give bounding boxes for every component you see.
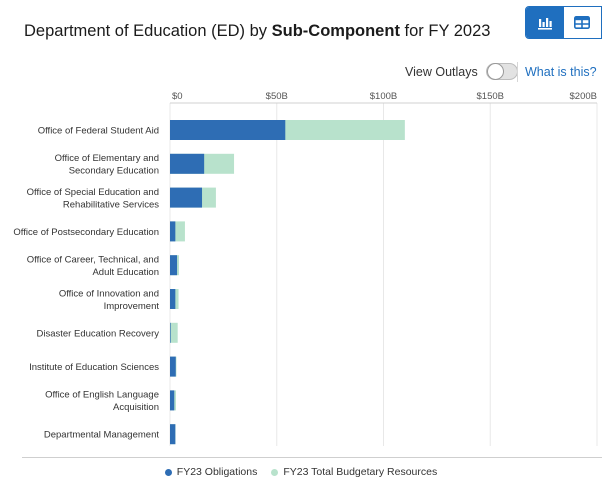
category-label: Departmental Management bbox=[44, 430, 159, 441]
x-tick-label: $0 bbox=[172, 91, 183, 102]
category-label: Office of Career, Technical, and bbox=[27, 254, 159, 265]
bar-chart: $0 $50B $100B $150B $200B Office of Federal S… bbox=[13, 91, 598, 446]
x-tick-label: $200B bbox=[570, 91, 597, 102]
table-view-button[interactable] bbox=[563, 7, 601, 38]
bar-obligations bbox=[170, 187, 203, 208]
legend-label-obligations: FY23 Obligations bbox=[176, 466, 258, 478]
category-label: Improvement bbox=[104, 301, 160, 312]
category-label: Office of Postsecondary Education bbox=[13, 227, 159, 238]
chart-footer-divider bbox=[22, 457, 602, 458]
bar-obligations bbox=[170, 120, 286, 140]
bar-obligations bbox=[170, 322, 171, 343]
x-tick-label: $100B bbox=[370, 91, 397, 102]
bar-obligations bbox=[170, 390, 175, 411]
category-label: Office of English Language bbox=[45, 390, 159, 401]
x-tick-label: $50B bbox=[266, 91, 288, 102]
category-label: Office of Special Education and bbox=[27, 187, 159, 198]
bar-obligations bbox=[170, 356, 176, 377]
legend-item-resources[interactable]: FY23 Total Budgetary Resources bbox=[271, 466, 437, 478]
category-label: Office of Elementary and bbox=[55, 153, 159, 164]
bar-obligations bbox=[170, 221, 176, 242]
category-label: Rehabilitative Services bbox=[63, 199, 159, 210]
legend-item-obligations[interactable]: FY23 Obligations bbox=[164, 466, 258, 478]
table-icon bbox=[574, 16, 591, 29]
what-is-this-link[interactable]: What is this? bbox=[525, 65, 602, 79]
legend-label-resources: FY23 Total Budgetary Resources bbox=[283, 466, 438, 478]
x-tick-label: $150B bbox=[477, 91, 504, 102]
what-is-this-label: What is this? bbox=[525, 65, 597, 79]
category-label: Office of Innovation and bbox=[59, 288, 159, 299]
legend-swatch-obligations bbox=[164, 468, 172, 476]
toggle-knob bbox=[486, 63, 504, 80]
category-label: Disaster Education Recovery bbox=[37, 328, 160, 339]
category-label: Office of Federal Student Aid bbox=[38, 126, 159, 137]
legend-swatch-resources bbox=[271, 468, 279, 476]
category-label: Acquisition bbox=[113, 402, 159, 413]
divider bbox=[517, 62, 518, 82]
legend: FY23 Obligations FY23 Total Budgetary Re… bbox=[0, 466, 602, 478]
bar-resources bbox=[170, 322, 178, 343]
outlays-label: View Outlays bbox=[405, 64, 478, 79]
bar-obligations bbox=[170, 424, 176, 445]
bar-chart-icon bbox=[537, 17, 552, 30]
outlays-control: View Outlays bbox=[405, 63, 518, 80]
bar-obligations bbox=[170, 289, 176, 309]
category-label: Secondary Education bbox=[69, 166, 159, 177]
bar-obligations bbox=[170, 255, 178, 276]
chart-title: Department of Education (ED) by Sub-Comp… bbox=[24, 22, 491, 40]
view-toggle[interactable] bbox=[525, 6, 602, 39]
bar-obligations bbox=[170, 153, 205, 174]
category-label: Adult Education bbox=[92, 267, 159, 278]
chart-view-button[interactable] bbox=[526, 7, 564, 38]
category-label: Institute of Education Sciences bbox=[29, 362, 159, 373]
